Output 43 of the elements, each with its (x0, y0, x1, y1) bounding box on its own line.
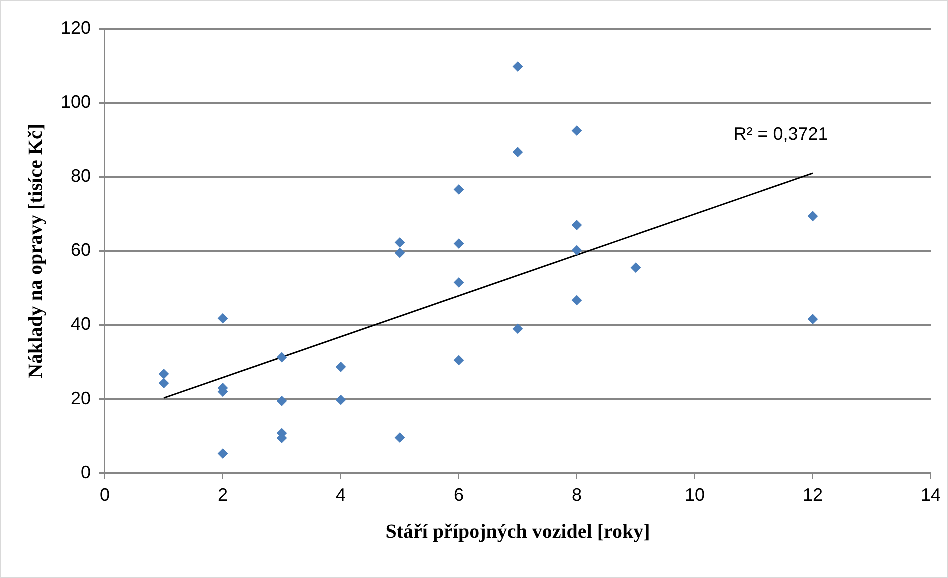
y-axis-title: Náklady na opravy [tisíce Kč] (25, 124, 48, 378)
point (572, 126, 582, 136)
x-tick-label: 8 (572, 485, 582, 506)
point (572, 245, 582, 256)
y-tick-label: 40 (71, 314, 92, 334)
point (395, 238, 406, 248)
y-tick-label: 80 (71, 166, 92, 186)
x-tick-label: 12 (802, 485, 824, 506)
point (159, 378, 170, 388)
point (572, 295, 582, 306)
point (395, 432, 406, 443)
x-tick-label: 4 (336, 485, 346, 506)
point (513, 62, 524, 72)
x-tick-label: 2 (218, 485, 228, 506)
point (336, 362, 346, 372)
y-tick-label: 0 (81, 462, 92, 482)
point (395, 248, 406, 258)
x-tick-label: 6 (454, 485, 464, 506)
x-tick-label: 10 (684, 485, 706, 506)
point (454, 278, 464, 288)
x-tick-label: 0 (100, 485, 110, 506)
y-tick-label: 120 (60, 18, 92, 38)
point (572, 220, 582, 230)
point (454, 355, 464, 366)
x-axis-title: Stáří přípojných vozidel [roky] (386, 521, 650, 544)
point (808, 211, 818, 222)
point (218, 448, 228, 459)
point (454, 184, 464, 195)
point (454, 238, 464, 249)
point (277, 396, 288, 406)
point (808, 314, 818, 324)
annotation: R² = 0,3721 (734, 124, 828, 144)
point (513, 147, 524, 158)
y-tick-label: 60 (71, 240, 92, 260)
point (336, 395, 346, 406)
y-tick-label: 100 (60, 92, 92, 112)
x-tick-label: 14 (920, 485, 942, 506)
point (277, 352, 288, 362)
point (218, 314, 228, 324)
point (631, 262, 642, 273)
point (513, 324, 524, 334)
y-tick-label: 20 (71, 388, 92, 408)
point (159, 369, 170, 380)
